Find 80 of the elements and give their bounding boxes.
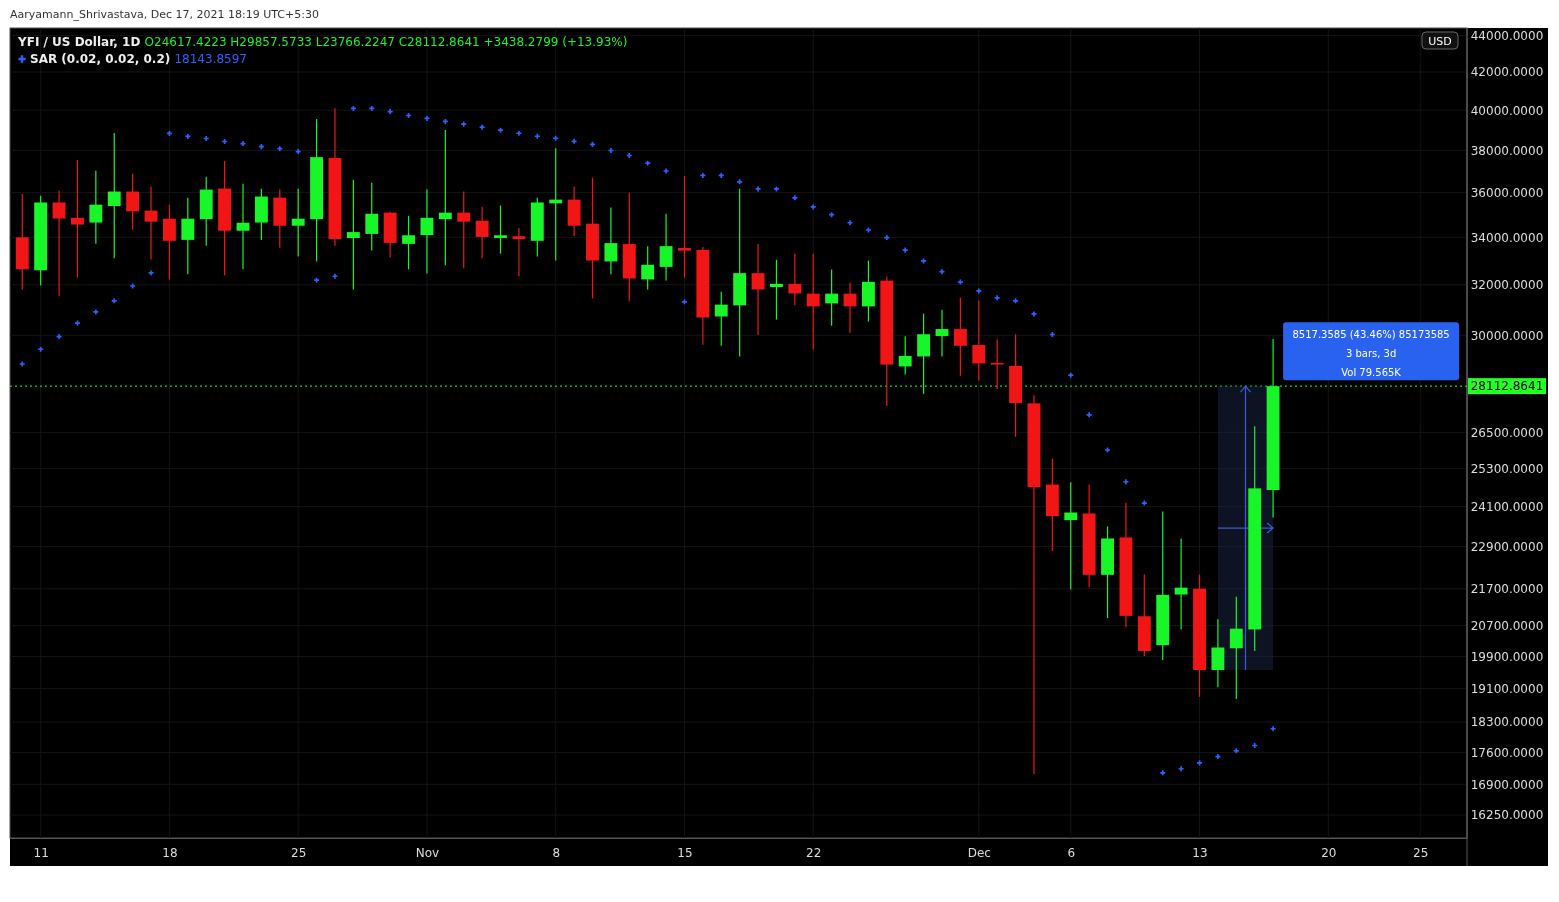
- x-tick-label: 8: [552, 845, 561, 860]
- candlestick: [935, 309, 949, 358]
- candlestick: [806, 253, 820, 351]
- candlestick: [659, 213, 673, 281]
- candlestick: [475, 206, 489, 259]
- candlestick: [107, 132, 121, 259]
- y-tick-label: 18300.0000: [1470, 715, 1544, 730]
- candlestick: [438, 129, 452, 266]
- x-tick-label: 18: [162, 845, 178, 860]
- candlestick: [825, 268, 839, 327]
- candlestick: [346, 179, 360, 291]
- candlestick: [52, 190, 66, 297]
- annotation: USD: [1428, 35, 1452, 48]
- candlestick: [365, 182, 379, 252]
- candlestick: [1211, 618, 1225, 688]
- y-tick-label: 20700.0000: [1470, 618, 1544, 633]
- text: YFI / US Dollar, 1D: [17, 35, 145, 49]
- text: Aaryamann_Shrivastava, Dec 17, 2021 18:19 UTC+5:30: [10, 8, 319, 21]
- y-tick-label: 25300.0000: [1470, 461, 1544, 476]
- candlestick: [1174, 537, 1188, 631]
- candlestick: [788, 253, 802, 306]
- candlestick: [236, 183, 250, 270]
- candlestick: [457, 190, 471, 269]
- annotation: 18143.8597: [174, 52, 247, 66]
- y-tick-label: 26500.0000: [1470, 425, 1544, 440]
- x-tick-label: Dec: [967, 845, 991, 860]
- candlestick: [89, 170, 103, 245]
- candlestick: [751, 243, 765, 336]
- x-tick-label: 20: [1321, 845, 1337, 860]
- candlestick: [990, 338, 1004, 390]
- candlestick: [953, 297, 967, 377]
- y-tick-label: 21700.0000: [1470, 582, 1544, 597]
- candlestick: [678, 175, 691, 279]
- candlestick: [402, 215, 415, 270]
- legend-label: SAR (0.02, 0.02, 0.2): [30, 52, 175, 66]
- candlestick: [512, 227, 526, 277]
- y-tick-label: 16900.0000: [1470, 777, 1544, 792]
- candlestick: [494, 204, 507, 255]
- y-tick-label: 19100.0000: [1470, 681, 1544, 696]
- y-tick-label: 42000.0000: [1470, 65, 1544, 80]
- candlestick: [770, 259, 783, 321]
- y-tick-label: 30000.0000: [1470, 328, 1544, 343]
- annotation: 3 bars, 3d: [1345, 348, 1397, 360]
- x-tick-label: Nov: [415, 845, 440, 860]
- x-tick-label: 11: [33, 845, 49, 860]
- candlestick: [714, 291, 728, 347]
- candlestick: [420, 188, 434, 274]
- y-tick-label: 34000.0000: [1470, 230, 1544, 245]
- y-tick-label: 36000.0000: [1470, 185, 1544, 200]
- candlestick: [291, 188, 305, 258]
- y-tick-label: 44000.0000: [1470, 28, 1544, 43]
- candlestick: [1229, 596, 1243, 700]
- candlestick: [71, 159, 84, 279]
- y-tick-label: 17600.0000: [1470, 745, 1544, 760]
- x-tick-label: 25: [1413, 845, 1429, 860]
- candlestick: [1064, 481, 1078, 591]
- annotation: 8517.3585 (43.46%) 85173585: [1292, 329, 1450, 341]
- x-tick-label: 25: [291, 845, 307, 860]
- candlestick: [126, 173, 140, 231]
- ref-line-label: 28112.8641: [1470, 379, 1544, 394]
- annotation: Vol 79.565K: [1341, 367, 1402, 379]
- candlestick: [144, 185, 158, 261]
- x-tick-label: 15: [677, 845, 693, 860]
- candlestick: [972, 300, 986, 382]
- y-tick-label: 40000.0000: [1470, 103, 1544, 118]
- x-tick-label: 22: [806, 845, 822, 860]
- y-tick-label: 24100.0000: [1470, 499, 1544, 514]
- candlestick: [898, 335, 912, 376]
- y-tick-label: 16250.0000: [1470, 808, 1544, 823]
- x-tick-label: 13: [1192, 845, 1208, 860]
- x-tick-label: 6: [1067, 845, 1076, 860]
- annotation: O24617.4223 H29857.5733 L23766.2247 C28112.8641 +3438.2799 (+13.93%): [144, 35, 628, 49]
- candlestick: [604, 206, 618, 275]
- y-tick-label: 19900.0000: [1470, 649, 1544, 664]
- y-tick-label: 22900.0000: [1470, 539, 1544, 554]
- y-tick-label: 38000.0000: [1470, 143, 1544, 158]
- candlestick: [641, 245, 655, 291]
- candlestick: [162, 204, 176, 281]
- candlestick: [181, 197, 195, 275]
- y-tick-label: 32000.0000: [1470, 278, 1544, 293]
